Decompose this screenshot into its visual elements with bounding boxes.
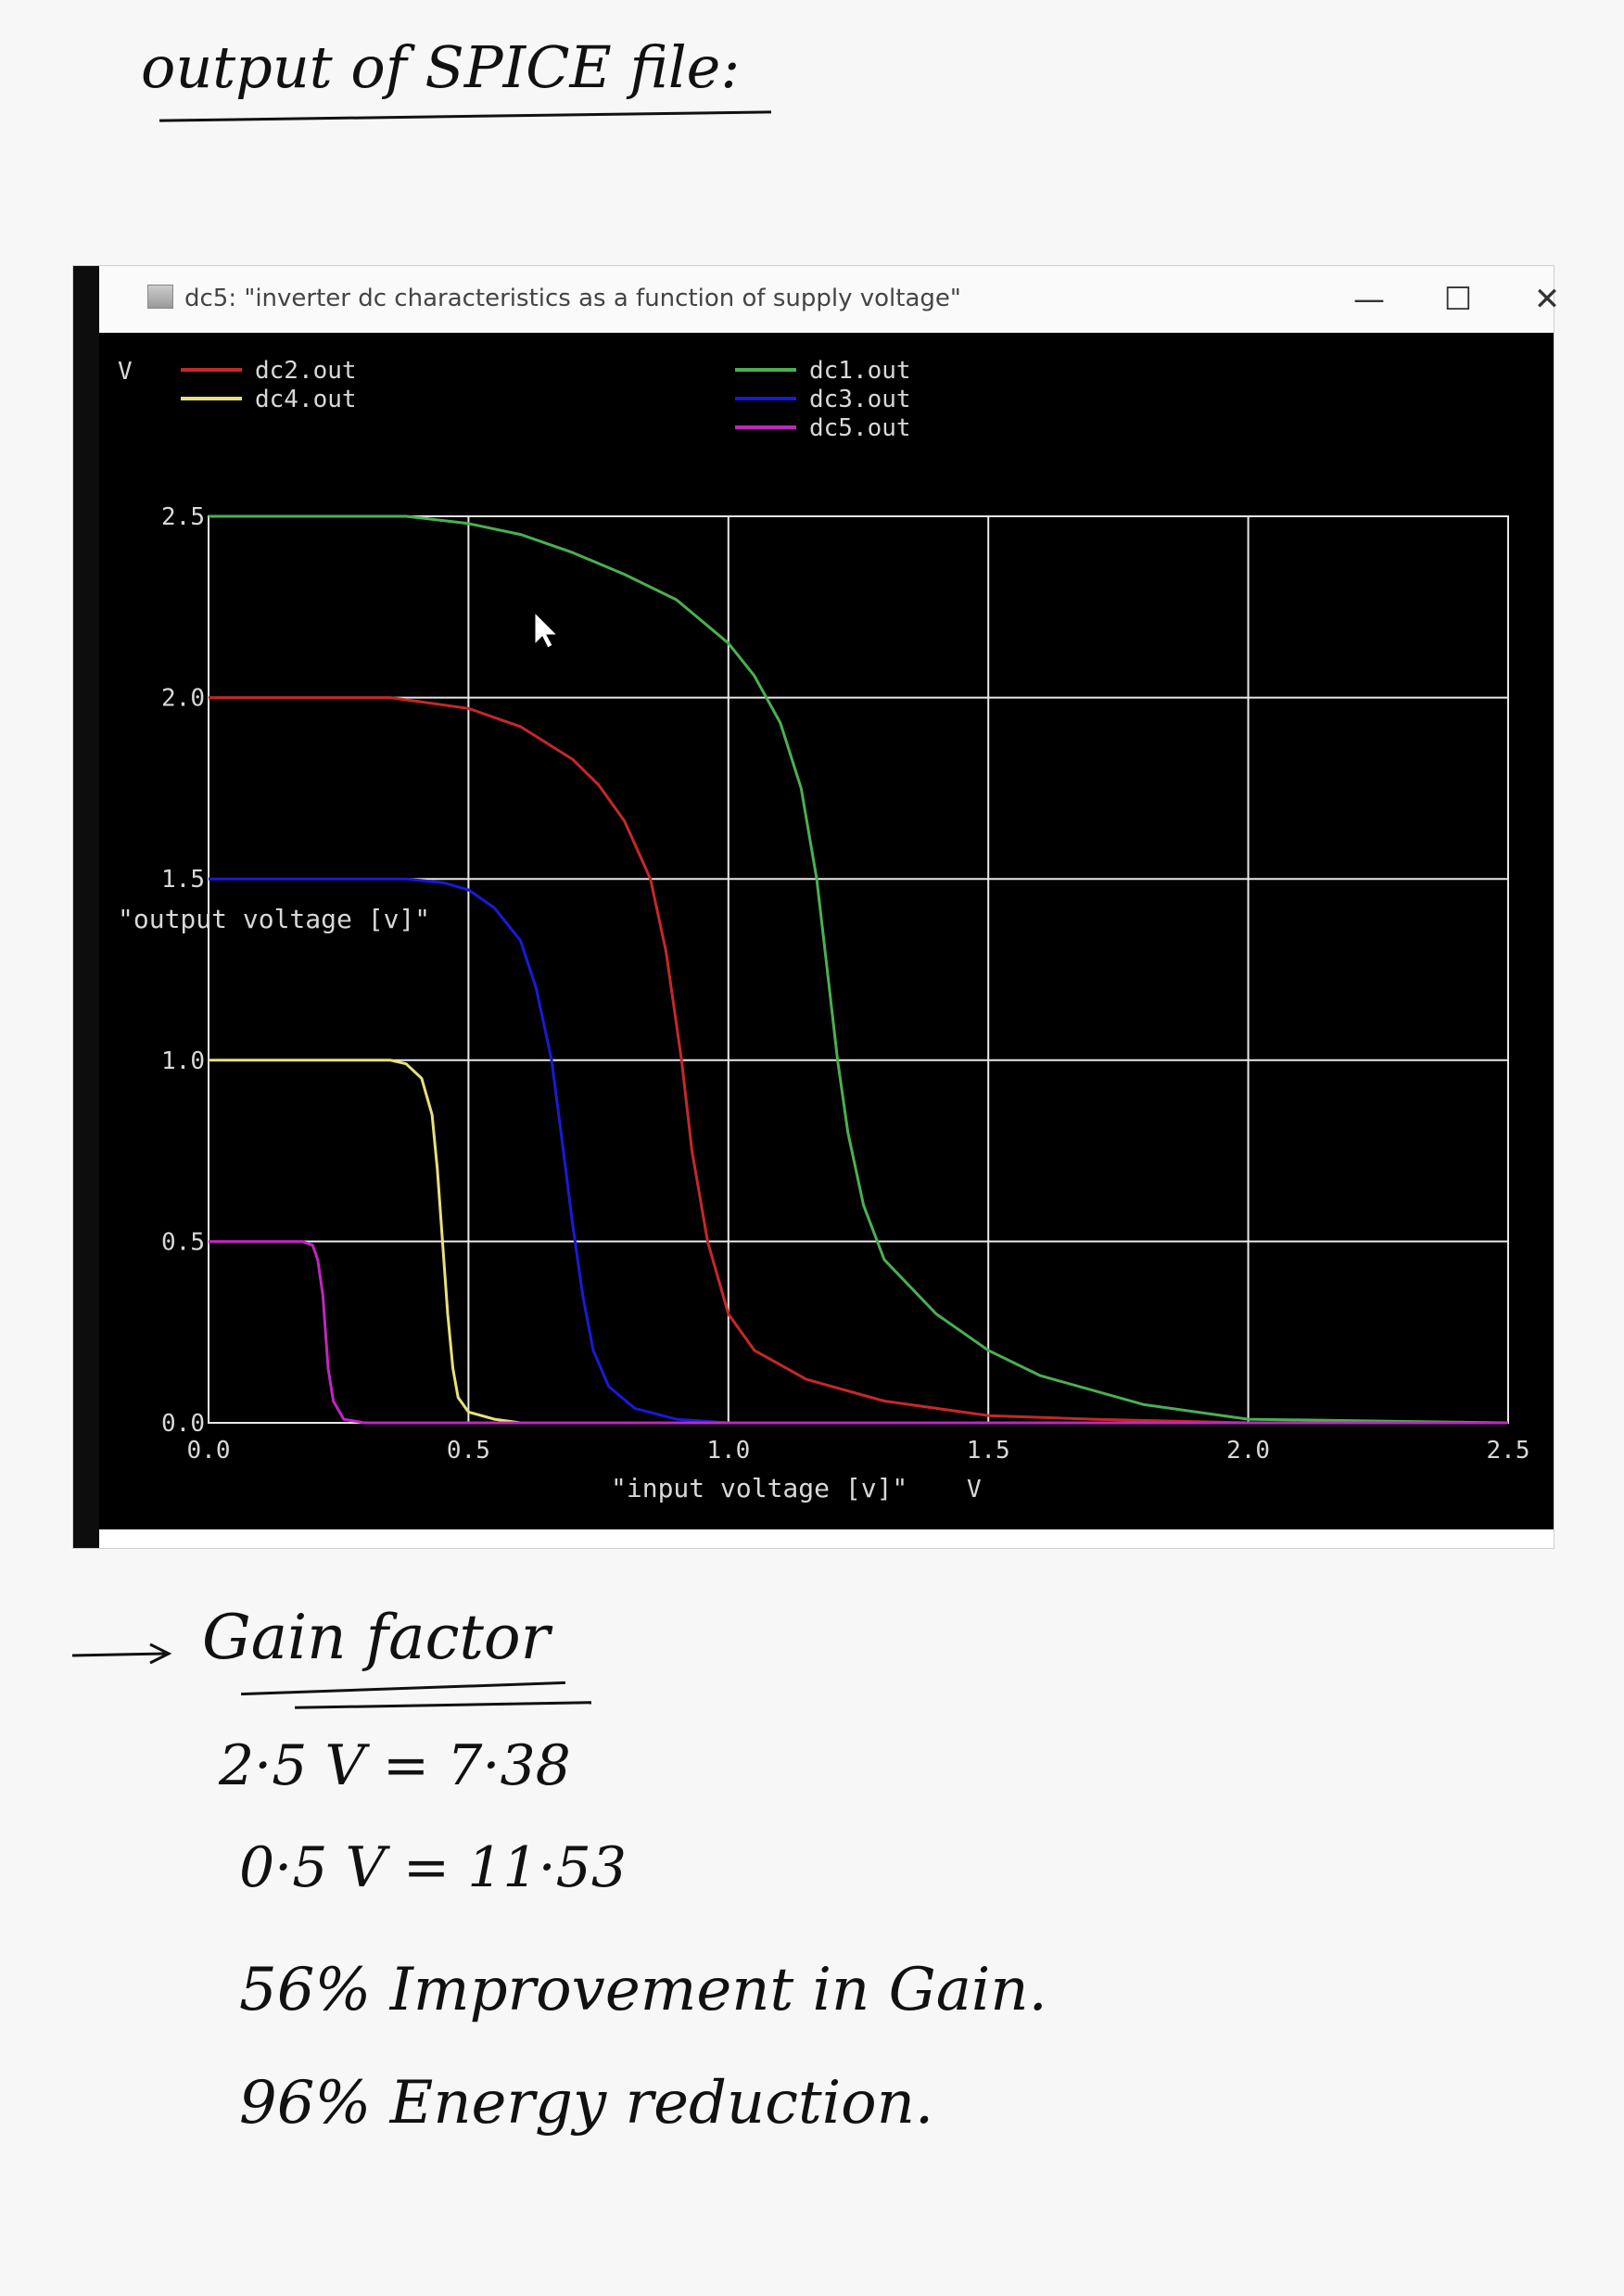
y-tick-label: 1.0 — [161, 1047, 205, 1075]
x-tick-label: 0.5 — [447, 1437, 490, 1465]
minimize-button[interactable]: — — [1353, 281, 1385, 318]
maximize-button[interactable]: ☐ — [1443, 281, 1473, 318]
heading-underline — [159, 110, 771, 122]
energy-reduction-note: 96% Energy reduction. — [239, 2069, 934, 2137]
spice-plot-window: dc5: "inverter dc characteristics as a f… — [72, 265, 1560, 1549]
arrow-icon — [72, 1643, 172, 1665]
mouse-cursor-icon — [534, 611, 559, 649]
gain-improvement-note: 56% Improvement in Gain. — [239, 1956, 1047, 2024]
x-tick-label: 0.0 — [187, 1437, 231, 1465]
series-line-dc4 — [209, 1059, 1508, 1425]
series-line-dc5 — [209, 1239, 1508, 1425]
grid — [208, 515, 1509, 1424]
legend-label-dc2: dc2.out — [255, 357, 357, 385]
gain-line-2-5v: 2·5 V = 7·38 — [219, 1733, 571, 1798]
curves — [209, 514, 1509, 1425]
series-line-dc2 — [209, 696, 1508, 1425]
legend-label-dc5: dc5.out — [809, 414, 911, 442]
y-tick-label: 0.0 — [161, 1410, 205, 1438]
plot-frame — [208, 515, 1509, 1424]
legend-label-dc1: dc1.out — [809, 357, 911, 385]
close-button[interactable]: ✕ — [1533, 281, 1561, 318]
y-tick-label: 0.5 — [161, 1228, 205, 1256]
notes-heading: output of SPICE file: — [141, 33, 741, 101]
x-axis-label: "input voltage [v]" — [611, 1473, 907, 1503]
background-app-strip — [73, 266, 99, 1548]
x-tick-label: 2.5 — [1487, 1437, 1530, 1465]
tick-labels: 0.0 0.5 1.0 1.5 2.0 2.5 0.0 0.5 1.0 1.5 2.0 2.5 — [161, 503, 1529, 1465]
window-title: dc5: "inverter dc characteristics as a f… — [184, 285, 961, 312]
series-line-dc1 — [209, 514, 1509, 1425]
y-tick-label: 2.5 — [161, 503, 205, 531]
y-axis-label: "output voltage [v]" — [118, 904, 430, 934]
gain-factor-title: Gain factor — [202, 1602, 551, 1673]
gain-underline — [241, 1681, 565, 1696]
x-axis-unit: V — [967, 1476, 982, 1503]
window-titlebar[interactable]: dc5: "inverter dc characteristics as a f… — [99, 266, 1560, 333]
series-line-dc3 — [209, 877, 1508, 1425]
gain-line-0-5v: 0·5 V = 11·53 — [239, 1835, 628, 1900]
legend-label-dc3: dc3.out — [809, 386, 911, 413]
y-tick-label: 2.0 — [161, 685, 205, 713]
y-axis-unit: V — [118, 358, 133, 386]
plot-area: 0.0 0.5 1.0 1.5 2.0 2.5 0.0 0.5 1.0 1.5 2.0 2.5 dc2… — [99, 333, 1554, 1529]
legend-label-dc4: dc4.out — [255, 386, 357, 413]
gain-underline-2 — [294, 1701, 592, 1709]
y-tick-label: 1.5 — [161, 866, 205, 894]
x-tick-label: 1.0 — [706, 1437, 750, 1465]
dc-characteristics-chart: 0.0 0.5 1.0 1.5 2.0 2.5 0.0 0.5 1.0 1.5 2.0 2.5 dc2… — [118, 357, 1529, 1503]
x-tick-label: 1.5 — [967, 1437, 1010, 1465]
app-icon — [147, 285, 173, 309]
x-tick-label: 2.0 — [1226, 1437, 1270, 1465]
